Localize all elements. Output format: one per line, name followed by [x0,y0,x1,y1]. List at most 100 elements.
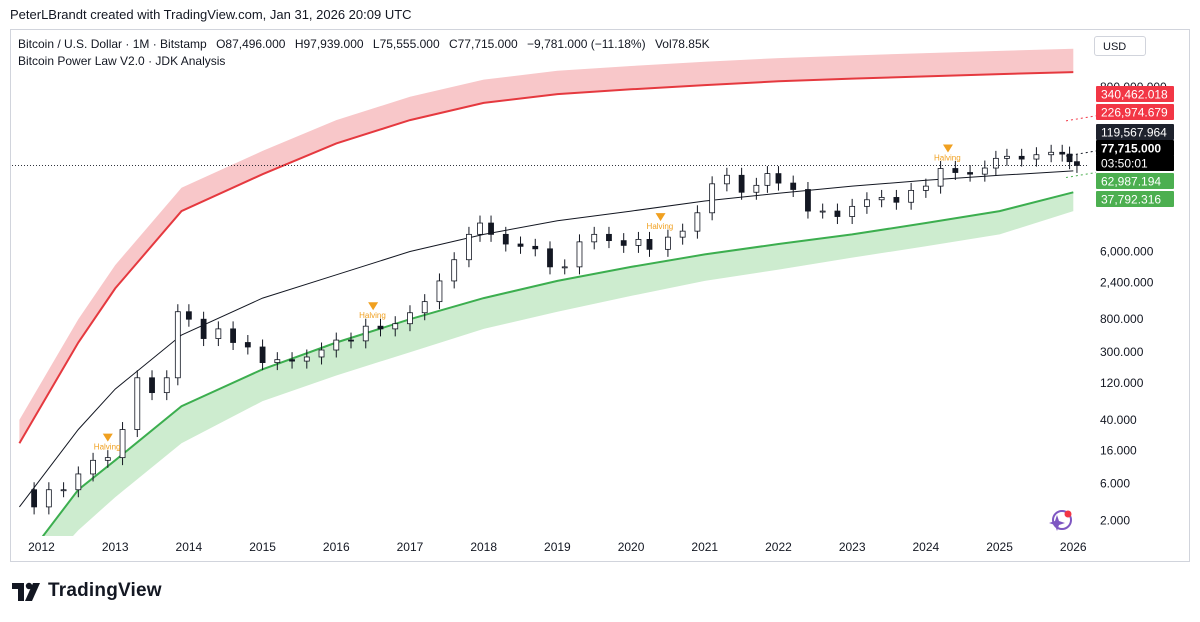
candle-body[interactable] [259,346,266,363]
candle-body[interactable] [230,328,236,343]
price-change: −9,781.000 (−11.18%) [527,37,646,51]
candle-body[interactable] [377,325,384,330]
candle-body[interactable] [134,377,141,430]
sparkle-star [1049,515,1065,531]
candle-body[interactable] [576,241,583,268]
candle-body[interactable] [31,489,38,508]
candle-body[interactable] [922,185,929,191]
upper-band-line [18,71,1074,444]
candle-body[interactable] [451,259,458,282]
candle-body[interactable] [75,473,82,491]
candle-body[interactable] [532,245,539,250]
candle-body[interactable] [90,459,96,475]
candle-body[interactable] [878,197,885,201]
candle-body[interactable] [908,189,915,203]
candle-body[interactable] [635,239,642,246]
candle-body[interactable] [547,248,553,268]
candle-body[interactable] [1048,151,1055,156]
candle-body[interactable] [1018,155,1025,160]
candle-body[interactable] [1033,154,1040,160]
sparkle-ring [1052,510,1072,530]
candle-body[interactable] [1004,155,1010,159]
candle-body[interactable] [421,301,428,314]
candle-body[interactable] [517,243,524,247]
candle-body[interactable] [174,311,181,379]
candle-body[interactable] [753,184,760,193]
candle-body[interactable] [646,239,653,250]
candle-body[interactable] [893,197,900,203]
candle-body[interactable] [952,168,959,173]
candle-body[interactable] [407,312,413,325]
candle-body[interactable] [738,174,745,193]
candle-body[interactable] [561,266,568,269]
candle-body[interactable] [333,339,340,351]
price-label-box [1096,86,1174,102]
tradingview-logo[interactable]: TradingView [12,580,162,602]
price-label-text: 226,974.679 [1101,106,1168,120]
candle-body[interactable] [436,280,443,303]
candle-body[interactable] [215,328,222,339]
candle-body[interactable] [362,325,369,342]
candle-body[interactable] [392,323,399,330]
candle-body[interactable] [723,174,730,185]
symbol-name[interactable]: Bitcoin / U.S. Dollar · 1M · Bitstamp [18,37,207,51]
halving-marker-icon [102,433,113,442]
candle-body[interactable] [119,429,126,459]
price-label-box [1096,124,1174,140]
candle-body[interactable] [665,236,671,250]
candle-body[interactable] [289,359,295,362]
candle-body[interactable] [318,349,325,358]
currency-button[interactable]: USD [1094,36,1146,56]
plot-area: Halving Halving Halving Halving [18,48,1080,536]
candle-body[interactable] [185,311,192,320]
y-tick-label: 16.000 [1100,444,1137,458]
candle-body[interactable] [303,356,310,362]
candle-body[interactable] [834,210,841,217]
candle-body[interactable] [60,489,67,492]
candle-body[interactable] [937,168,944,187]
candle-body[interactable] [502,233,509,245]
candle-body[interactable] [679,230,686,238]
ohlc-high: H97,939.000 [294,37,364,51]
candle-body[interactable] [104,457,111,461]
candle-body[interactable] [981,167,988,175]
candle-body[interactable] [477,222,483,235]
candle-body[interactable] [466,233,472,261]
candle-body[interactable] [775,173,782,184]
candle-body[interactable] [790,182,797,190]
projection-line [1065,115,1097,122]
candle-body[interactable] [992,157,999,169]
candle-body[interactable] [1074,161,1080,166]
candle-body[interactable] [864,199,870,207]
candle-body[interactable] [244,342,251,348]
candle-body[interactable] [764,173,771,186]
candle-body[interactable] [591,233,598,243]
candle-body[interactable] [819,210,826,213]
candle-body[interactable] [620,240,627,246]
candle-body[interactable] [849,205,856,217]
candle-body[interactable] [967,172,973,175]
y-tick-label: 300.000 [1100,345,1144,359]
candle-body[interactable] [200,318,207,339]
indicator-title[interactable]: Bitcoin Power Law V2.0 · JDK Analysis [18,54,226,68]
candle-body[interactable] [709,183,716,214]
candle-body[interactable] [606,233,612,242]
candle-body[interactable] [805,189,811,212]
candle-body[interactable] [1059,151,1066,155]
candle-body[interactable] [163,377,170,394]
ai-sparkle-icon[interactable] [1049,510,1072,532]
candle-body[interactable] [488,222,494,235]
price-label-text: 340,462.018 [1101,88,1168,102]
candle-body[interactable] [694,212,701,232]
candle-body[interactable] [45,489,52,508]
x-tick-label: 2024 [913,540,940,554]
price-label-text: 62,987.194 [1101,175,1161,189]
candle-body[interactable] [348,339,354,342]
candle-body[interactable] [149,377,155,394]
tradingview-logo-icon [12,582,40,601]
halving-label: Halving [94,443,121,452]
candle-body[interactable] [1066,153,1073,163]
candle-body[interactable] [274,359,281,363]
y-tick-label: 6.000 [1100,477,1130,491]
